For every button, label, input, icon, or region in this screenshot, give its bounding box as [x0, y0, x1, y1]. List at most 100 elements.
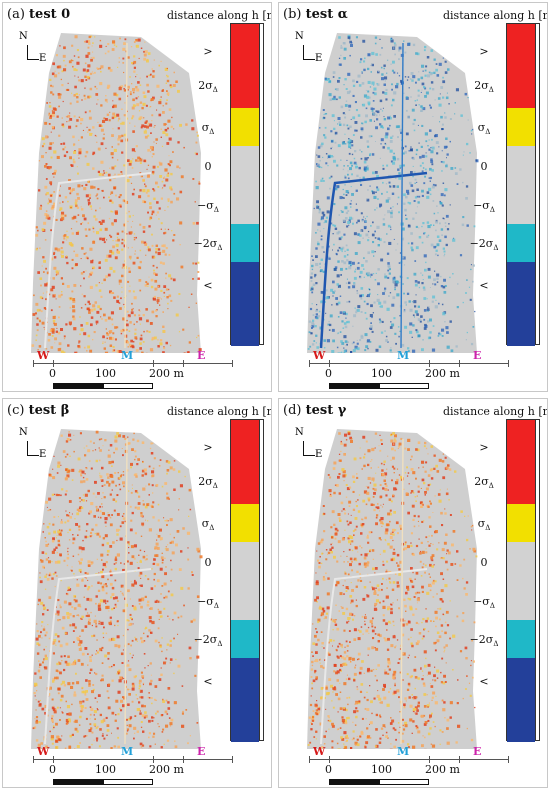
colorbar-label: σΔ: [201, 517, 215, 533]
colorbar-segment-gray: [231, 542, 259, 620]
panel-title: (c) test β: [7, 403, 69, 418]
zone-label-m: M: [397, 745, 410, 758]
scale-bar: [53, 779, 153, 785]
zone-axis-tick: [459, 756, 460, 763]
panel-title: (a) test 0: [7, 7, 70, 22]
deviation-map: [31, 429, 203, 749]
colorbar-segment-yellow: [231, 108, 259, 146]
zone-label-m: M: [121, 349, 134, 362]
scale-label: 0: [49, 763, 56, 776]
map-area: [31, 33, 201, 353]
zone-label-w: W: [37, 349, 50, 362]
map-panel: (d) test γ distance along h [m] N E >2σΔ σΔ 0−…: [278, 398, 548, 788]
north-label: N: [19, 31, 28, 42]
zone-label-m: M: [121, 745, 134, 758]
scale-bar: [53, 383, 153, 389]
scale-bar: [329, 779, 429, 785]
panel-tag: (d): [283, 403, 302, 418]
colorbar: [506, 23, 540, 346]
colorbar-title: distance along h [m]: [167, 405, 272, 418]
east-label: E: [315, 449, 323, 460]
colorbar-label: <: [203, 675, 213, 688]
colorbar-segment-cyan: [231, 224, 259, 262]
panel-name: test α: [305, 7, 348, 22]
zone-axis-tick: [329, 756, 330, 763]
colorbar-segment-cyan: [231, 620, 259, 658]
colorbar: [506, 419, 540, 742]
north-label: N: [295, 31, 304, 42]
colorbar-label: −σΔ: [473, 199, 495, 215]
scale-label: 200 m: [425, 763, 460, 776]
east-label: E: [39, 449, 47, 460]
colorbar-segment-gray: [231, 146, 259, 224]
colorbar-label: 0: [480, 160, 488, 173]
road-line: [320, 568, 428, 745]
colorbar-segment-red: [231, 24, 259, 108]
zone-axis-tick: [309, 360, 310, 367]
zone-label-m: M: [397, 349, 410, 362]
zone-axis-tick: [183, 756, 184, 763]
zone-axis-tick: [508, 756, 509, 763]
road-line: [44, 568, 152, 745]
colorbar-segment-gray: [507, 146, 535, 224]
zone-label-e: E: [197, 745, 206, 758]
zone-axis-tick: [33, 756, 34, 763]
scale-label: 0: [49, 367, 56, 380]
colorbar-segment-blue: [231, 262, 259, 346]
panel-tag: (b): [283, 7, 302, 22]
colorbar-title: distance along h [m]: [167, 9, 272, 22]
zone-label-w: W: [313, 745, 326, 758]
colorbar-segment-blue: [507, 262, 535, 346]
map-panel: (c) test β distance along h [m] N E >2σΔ σΔ 0−…: [2, 398, 272, 788]
panel-name: test γ: [305, 403, 347, 418]
colorbar-label: >: [479, 441, 489, 454]
zone-axis-tick: [33, 360, 34, 367]
scale-label: 100: [371, 763, 392, 776]
road-line: [44, 172, 152, 349]
colorbar-label: −σΔ: [197, 199, 219, 215]
panel-name: test β: [28, 403, 70, 418]
colorbar-label: 0: [204, 556, 212, 569]
north-label: N: [295, 427, 304, 438]
colorbar-label: >: [479, 45, 489, 58]
colorbar-label: <: [203, 279, 213, 292]
colorbar-label: 2σΔ: [198, 79, 218, 95]
colorbar-label: >: [203, 45, 213, 58]
colorbar-label: 0: [204, 160, 212, 173]
colorbar-label: 2σΔ: [474, 79, 494, 95]
map-area: [31, 429, 201, 749]
scale-label: 200 m: [149, 763, 184, 776]
map-panel: (a) test 0 distance along h [m] N E >2σΔ σΔ 0−…: [2, 2, 272, 392]
panel-title: (b) test α: [283, 7, 348, 22]
colorbar-label: −σΔ: [197, 595, 219, 611]
scale-label: 100: [371, 367, 392, 380]
zone-label-w: W: [313, 349, 326, 362]
panel-tag: (c): [7, 403, 25, 418]
track-line: [124, 438, 128, 745]
map-panel: (b) test α distance along h [m] N E >2σΔ σΔ 0−…: [278, 2, 548, 392]
colorbar: [230, 23, 264, 346]
colorbar-segment-red: [507, 24, 535, 108]
colorbar-label: <: [479, 675, 489, 688]
scale-label: 200 m: [149, 367, 184, 380]
zone-label-e: E: [473, 745, 482, 758]
colorbar-segment-cyan: [507, 620, 535, 658]
zone-axis-tick: [53, 756, 54, 763]
colorbar-segment-yellow: [507, 504, 535, 542]
east-label: E: [39, 53, 47, 64]
deviation-map: [31, 33, 202, 353]
colorbar-label: 2σΔ: [474, 475, 494, 491]
colorbar-label: <: [479, 279, 489, 292]
zone-axis: [33, 759, 233, 760]
road-line: [319, 171, 428, 349]
track-line: [400, 438, 404, 745]
zone-label-e: E: [197, 349, 206, 362]
scale-label: 0: [325, 367, 332, 380]
colorbar-label: 2σΔ: [198, 475, 218, 491]
zone-axis-tick: [153, 360, 154, 367]
colorbar-segment-blue: [507, 658, 535, 742]
colorbar-label: −2σΔ: [193, 237, 223, 253]
